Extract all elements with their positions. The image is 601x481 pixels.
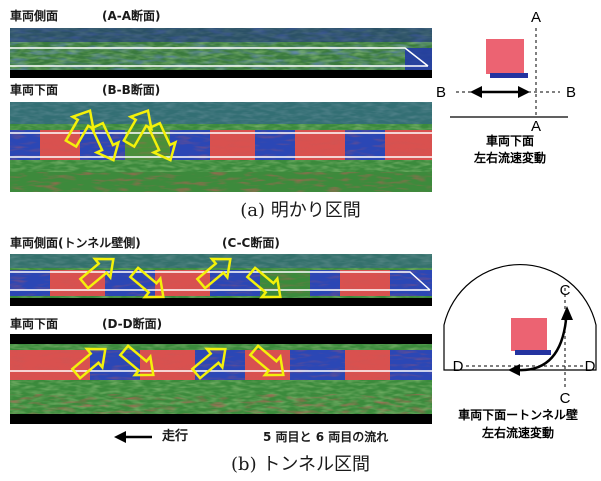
diagram-b-caption-1: 車両下面ートンネル壁 [458,407,578,422]
label-c-top: C [560,282,571,299]
panel-b2-title: 車両下面 [10,317,59,331]
flow-field-under-a [10,102,432,192]
panel-a2-title: 車両下面 [10,83,59,97]
label-b-right: B [566,84,576,101]
label-a-top: A [531,9,541,26]
panel-a1-title: 車両側面 [10,9,59,23]
flow-field-side-b [10,254,432,306]
panel-a1-section: (A-A断面) [102,9,161,23]
label-a-bottom: A [531,118,541,135]
direction-label: 走行 [162,429,189,444]
label-d-right: D [585,358,596,375]
label-c-bottom: C [560,390,571,407]
label-d-left: D [453,358,464,375]
flow-note: 5 両目と 6 両目の流れ [263,430,389,444]
flow-field-side-a [10,28,432,78]
diagram-a-caption-1: 車両下面 [486,133,534,148]
panel-b1-section: (C-C断面) [222,236,280,250]
caption-a: (a) 明かり区間 [240,200,361,221]
caption-b: (b) トンネル区間 [231,454,370,475]
diagram-a-caption-2: 左右流速変動 [473,150,546,165]
panel-b2-section: (D-D断面) [102,317,163,331]
label-b-left: B [436,84,446,101]
panel-a2-section: (B-B断面) [102,83,161,97]
panel-b1-title: 車両側面(トンネル壁側) [10,236,141,250]
flow-field-under-b [10,334,432,424]
diagram-b-caption-2: 左右流速変動 [481,425,554,440]
